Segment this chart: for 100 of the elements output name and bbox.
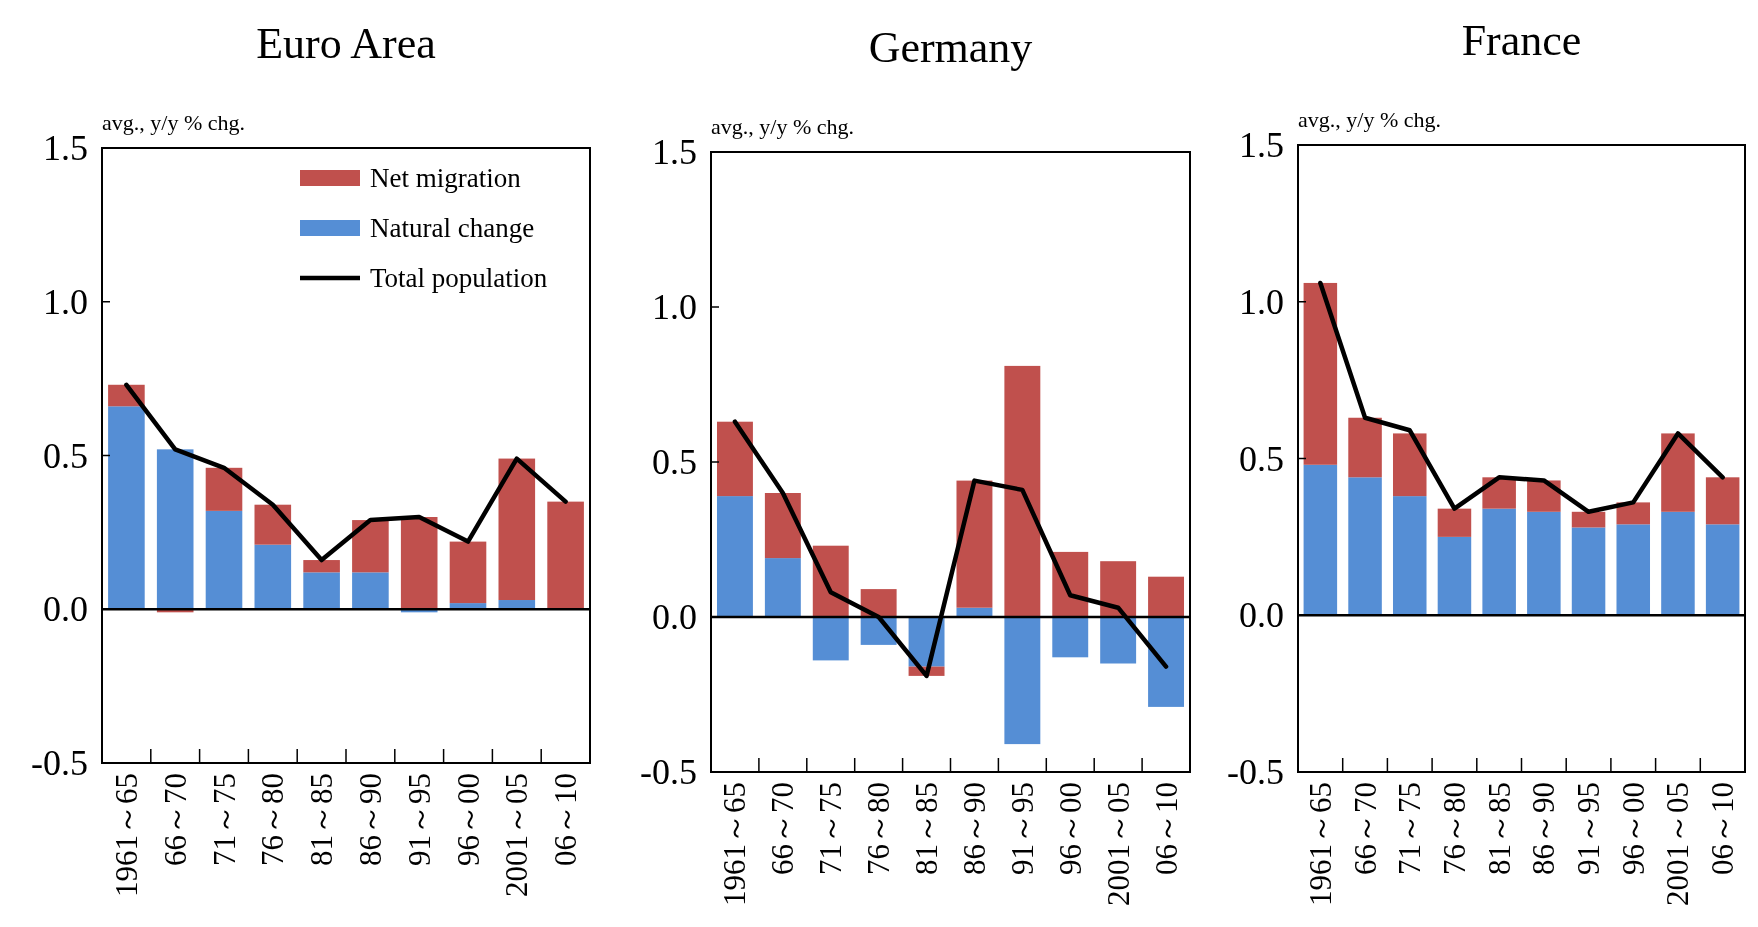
bar xyxy=(1616,524,1651,616)
x-tick-label: 86～90 xyxy=(352,773,388,866)
y-tick-label: 0.0 xyxy=(652,597,697,637)
bar xyxy=(205,510,243,610)
x-tick-label: 06～10 xyxy=(548,773,584,866)
y-axis-title: avg., y/y % chg. xyxy=(102,110,245,135)
x-tick-label: 76～80 xyxy=(861,782,897,875)
legend-label: Net migration xyxy=(370,163,522,193)
bar xyxy=(1571,527,1606,616)
bar xyxy=(1661,511,1695,616)
bar xyxy=(205,467,243,511)
bar xyxy=(1303,464,1338,616)
line-series xyxy=(124,382,568,563)
x-tick-label: 2001～05 xyxy=(1100,782,1136,906)
x-tick-label: 1961～65 xyxy=(1302,782,1338,906)
x-tick-label: 76～80 xyxy=(1436,782,1472,875)
bar xyxy=(1004,617,1041,745)
bar xyxy=(352,572,389,610)
chart-title: Euro Area xyxy=(256,18,436,68)
x-tick-label: 66～70 xyxy=(1347,782,1383,875)
y-tick-label: 1.5 xyxy=(43,128,88,168)
y-tick-label: 1.5 xyxy=(652,132,697,172)
x-tick-label: 81～85 xyxy=(1481,782,1517,875)
y-tick-label: 1.5 xyxy=(1239,125,1284,165)
x-tick-label: 1961～65 xyxy=(717,782,753,906)
bar xyxy=(1437,536,1472,616)
x-tick-label: 2001～05 xyxy=(1660,782,1696,906)
x-tick-label: 81～85 xyxy=(909,782,945,875)
bar xyxy=(1705,477,1740,525)
bar xyxy=(1661,433,1695,512)
x-tick-label: 06～10 xyxy=(1148,782,1184,875)
bar xyxy=(1303,282,1338,465)
bar xyxy=(254,544,292,610)
bar xyxy=(1482,508,1516,616)
y-tick-label: 0.5 xyxy=(652,442,697,482)
y-axis-title: avg., y/y % chg. xyxy=(711,114,854,139)
bar xyxy=(1148,617,1185,707)
bar xyxy=(1052,617,1089,658)
x-tick-label: 91～95 xyxy=(1571,782,1607,875)
bar xyxy=(1392,496,1427,616)
x-tick-label: 06～10 xyxy=(1705,782,1741,875)
bar xyxy=(303,572,340,610)
y-tick-label: -0.5 xyxy=(640,752,697,792)
x-tick-label: 86～90 xyxy=(956,782,992,875)
x-tick-label: 71～75 xyxy=(813,782,849,875)
y-tick-label: -0.5 xyxy=(31,743,88,783)
x-tick-label: 66～70 xyxy=(765,782,801,875)
chart-title: Germany xyxy=(868,22,1033,72)
bar xyxy=(352,520,389,573)
bar xyxy=(1527,511,1561,616)
bar xyxy=(1348,477,1382,616)
x-tick-label: 96～00 xyxy=(1052,782,1088,875)
x-tick-label: 81～85 xyxy=(304,773,340,866)
bar xyxy=(716,421,753,497)
chart-title: France xyxy=(1461,15,1582,65)
bar xyxy=(1437,508,1472,537)
y-tick-label: 1.0 xyxy=(1239,281,1284,322)
bar xyxy=(1100,617,1137,664)
bar xyxy=(1571,511,1606,528)
x-tick-label: 91～95 xyxy=(1004,782,1040,875)
bar xyxy=(1348,417,1382,478)
y-tick-label: 0.0 xyxy=(43,589,88,630)
bar xyxy=(956,480,993,608)
bar xyxy=(449,541,487,604)
bar xyxy=(1148,576,1185,617)
x-tick-label: 71～75 xyxy=(206,773,242,866)
bar xyxy=(108,406,145,610)
bar xyxy=(1100,561,1137,617)
line-series xyxy=(1318,280,1725,515)
legend-label: Total population xyxy=(370,263,548,293)
bar xyxy=(1705,524,1740,616)
y-axis-title: avg., y/y % chg. xyxy=(1298,107,1441,132)
x-tick-label: 1961～65 xyxy=(108,773,144,897)
bar xyxy=(547,501,584,610)
x-tick-label: 91～95 xyxy=(401,773,437,866)
bar xyxy=(156,449,194,610)
x-tick-label: 96～00 xyxy=(1615,782,1651,875)
bar xyxy=(303,560,340,573)
bar xyxy=(1392,433,1427,497)
bar xyxy=(400,517,438,610)
bar xyxy=(764,558,801,617)
y-tick-label: 0.0 xyxy=(1239,595,1284,636)
legend-label: Natural change xyxy=(370,213,535,243)
x-tick-label: 76～80 xyxy=(255,773,291,866)
y-tick-label: 0.5 xyxy=(43,435,88,476)
x-tick-label: 86～90 xyxy=(1526,782,1562,875)
bar xyxy=(764,493,801,559)
x-tick-label: 2001～05 xyxy=(499,773,535,897)
bar xyxy=(254,504,292,545)
y-tick-label: 1.0 xyxy=(43,281,88,322)
bar xyxy=(1004,365,1041,617)
bar xyxy=(716,496,753,617)
y-tick-label: -0.5 xyxy=(1227,752,1284,792)
bar xyxy=(812,617,849,661)
x-tick-label: 96～00 xyxy=(450,773,486,866)
y-tick-label: 0.5 xyxy=(1239,438,1284,479)
bar xyxy=(498,458,536,601)
x-tick-label: 71～75 xyxy=(1392,782,1428,875)
x-tick-label: 66～70 xyxy=(157,773,193,866)
y-tick-label: 1.0 xyxy=(652,287,697,327)
